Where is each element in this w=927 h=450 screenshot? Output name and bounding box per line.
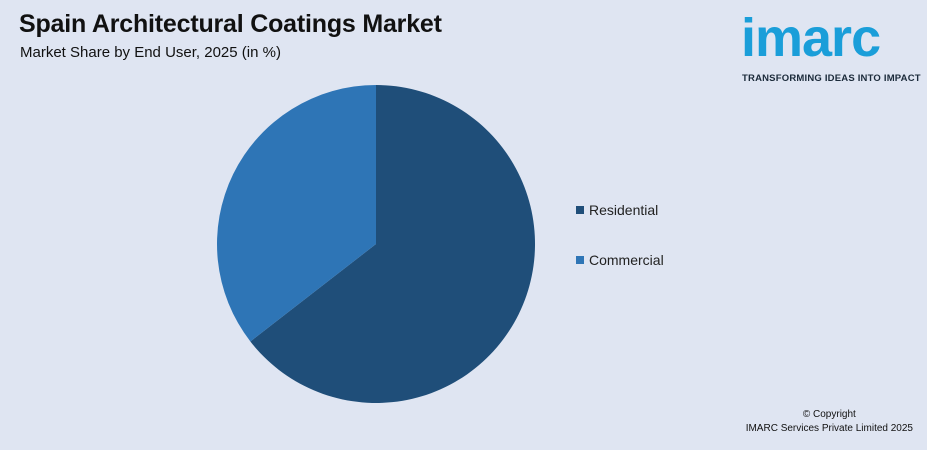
- legend-label-residential: Residential: [589, 202, 659, 218]
- copyright-line: © Copyright: [802, 409, 856, 420]
- chart-subtitle: Market Share by End User, 2025 (in %): [20, 44, 281, 61]
- imarc-logo: imarc TRANSFORMING IDEAS INTO IMPACT: [741, 6, 921, 86]
- legend-label-commercial: Commercial: [589, 252, 664, 268]
- legend-item-residential: Residential: [576, 200, 664, 220]
- logo-tagline: TRANSFORMING IDEAS INTO IMPACT: [742, 73, 921, 84]
- pie-slice-commercial: [217, 85, 376, 342]
- legend-item-commercial: Commercial: [576, 250, 664, 270]
- logo-wordmark: imarc: [741, 8, 881, 68]
- chart-legend: Residential Commercial: [576, 200, 664, 300]
- legend-swatch-commercial: [576, 256, 584, 264]
- chart-title: Spain Architectural Coatings Market: [19, 10, 442, 38]
- copyright-owner: IMARC Services Private Limited 2025: [745, 423, 913, 434]
- copyright-notice: © Copyright IMARC Services Private Limit…: [746, 408, 913, 436]
- legend-swatch-residential: [576, 206, 584, 214]
- pie-slice-residential: [250, 85, 536, 404]
